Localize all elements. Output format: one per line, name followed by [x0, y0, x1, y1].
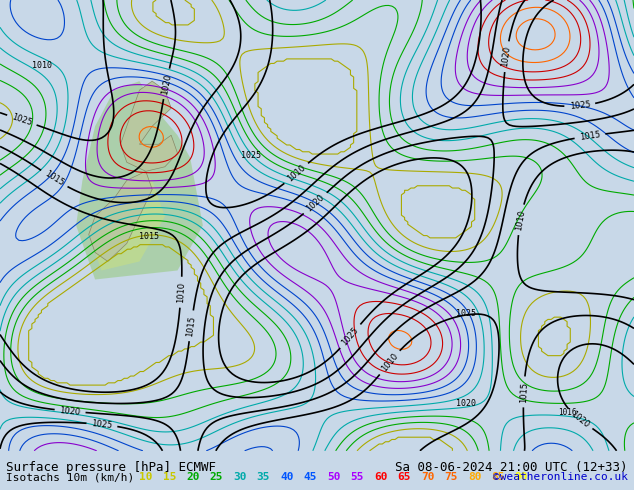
Text: 1025: 1025: [241, 151, 261, 160]
Text: 1015: 1015: [43, 170, 65, 188]
Text: 1010: 1010: [379, 351, 399, 373]
Text: 55: 55: [351, 472, 364, 482]
Text: 85: 85: [491, 472, 505, 482]
Text: 1010: 1010: [285, 163, 307, 184]
Polygon shape: [76, 81, 203, 279]
Text: 1020: 1020: [160, 73, 172, 95]
Text: 50: 50: [327, 472, 340, 482]
Text: 30: 30: [233, 472, 247, 482]
Text: ©weatheronline.co.uk: ©weatheronline.co.uk: [493, 472, 628, 482]
Text: 45: 45: [304, 472, 317, 482]
Text: Isotachs 10m (km/h): Isotachs 10m (km/h): [6, 472, 134, 482]
Text: 1025: 1025: [569, 100, 591, 111]
Text: 1015: 1015: [139, 232, 160, 241]
Text: 1020: 1020: [304, 193, 327, 214]
Polygon shape: [95, 172, 165, 270]
Text: 1025: 1025: [91, 419, 113, 430]
Text: 1025: 1025: [11, 113, 33, 128]
Text: Surface pressure [hPa] ECMWF: Surface pressure [hPa] ECMWF: [6, 461, 216, 474]
Text: 1025: 1025: [456, 309, 477, 318]
Text: 1010: 1010: [32, 61, 52, 70]
Text: 75: 75: [444, 472, 458, 482]
Text: 10: 10: [139, 472, 153, 482]
Text: 1020: 1020: [59, 406, 81, 416]
Text: 1015: 1015: [579, 130, 601, 142]
Polygon shape: [120, 81, 178, 172]
Text: 1010: 1010: [514, 209, 527, 231]
Text: 1016: 1016: [558, 408, 576, 416]
Text: 35: 35: [257, 472, 270, 482]
Polygon shape: [89, 172, 152, 262]
Text: 1015: 1015: [519, 381, 529, 403]
Text: 40: 40: [280, 472, 294, 482]
Text: 80: 80: [468, 472, 481, 482]
Text: 20: 20: [186, 472, 200, 482]
Text: 90: 90: [515, 472, 528, 482]
Text: 25: 25: [210, 472, 223, 482]
Text: 1010: 1010: [176, 281, 186, 303]
Text: 1015: 1015: [185, 315, 197, 337]
Text: Sa 08-06-2024 21:00 UTC (12+33): Sa 08-06-2024 21:00 UTC (12+33): [395, 461, 628, 474]
Text: 1020: 1020: [569, 409, 591, 430]
Text: 1020: 1020: [456, 399, 477, 408]
Text: 60: 60: [374, 472, 387, 482]
Text: 70: 70: [421, 472, 434, 482]
Text: 1020: 1020: [501, 46, 512, 68]
Text: 1025: 1025: [340, 325, 361, 347]
Text: 65: 65: [398, 472, 411, 482]
Text: 15: 15: [163, 472, 176, 482]
